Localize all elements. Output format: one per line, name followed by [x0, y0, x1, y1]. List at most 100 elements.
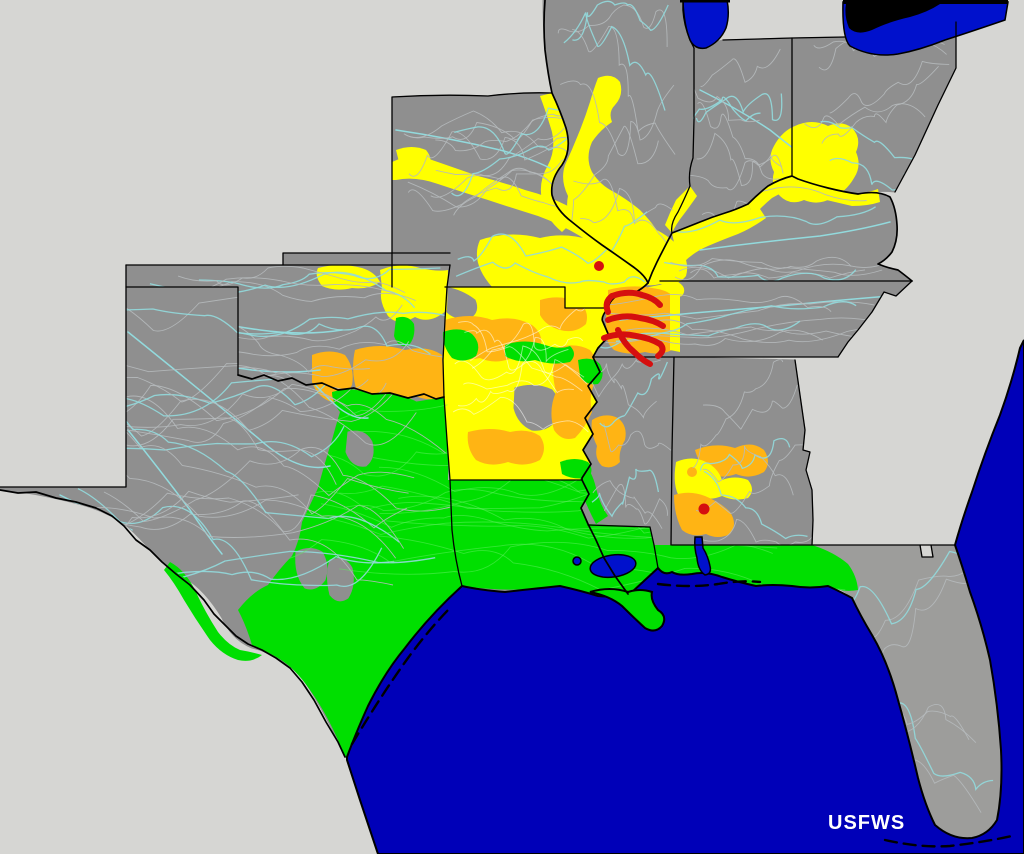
green-rio-grande-strip: [164, 562, 262, 661]
watershed-boundary-line: [675, 206, 876, 233]
oklahoma-yellow-patch: [380, 265, 448, 322]
river-line: [127, 331, 331, 469]
watershed-boundary-line: [700, 48, 781, 87]
ohio-river-yellow-band: [795, 179, 880, 206]
watershed-boundary-line: [703, 470, 808, 540]
watershed-boundary-line: [829, 60, 950, 114]
watershed-boundary-line: [652, 319, 904, 343]
gray-watershed-finger: [295, 548, 328, 590]
border-missouri-west-north: [391, 92, 553, 288]
mississippi-delta-lobe: [589, 588, 666, 632]
west-tennessee-red-stream: [609, 289, 663, 308]
watershed-boundary-line: [695, 93, 783, 123]
watershed-boundary-line: [702, 384, 798, 430]
watershed-boundary-line: [202, 340, 450, 359]
border-lines-layer: [0, 0, 957, 758]
border-texas-newmexico: [0, 286, 127, 488]
watershed-boundary-line: [591, 468, 660, 518]
watershed-boundary-line: [408, 131, 571, 177]
border-mississippi-river-lower: [580, 356, 629, 595]
watershed-boundary-line: [77, 488, 383, 587]
border-lake-michigan-west: [682, 0, 695, 49]
border-missouri-arkansas: [444, 286, 609, 309]
watershed-boundary-line: [312, 490, 707, 534]
coastline-detail-layer: [350, 580, 1014, 848]
lake-erie-north-shore-landmass: [845, 4, 940, 33]
missouri-northeast-yellow-band: [540, 93, 572, 232]
gray-watershed-finger: [345, 430, 374, 467]
usfws-watermark: USFWS: [828, 812, 906, 834]
west-tennessee-red-stream: [615, 327, 653, 367]
watershed-boundary-line: [686, 76, 760, 123]
red-highlight-layer: [594, 261, 710, 515]
border-rio-grande: [0, 489, 346, 758]
watershed-boundary-line: [198, 267, 441, 289]
oklahoma-yellow-patch: [316, 265, 380, 290]
watershed-boundary-line: [563, 12, 666, 111]
watershed-boundary-line: [339, 541, 740, 575]
watershed-boundary-line: [454, 345, 585, 381]
watershed-boundary-line: [603, 483, 668, 525]
gulf-and-atlantic-ocean: [346, 339, 1024, 854]
watershed-boundary-line: [688, 96, 761, 127]
border-indiana-ohio-north: [722, 36, 846, 41]
lake-pontchartrain: [589, 553, 637, 579]
watershed-boundary-line: [592, 480, 663, 529]
border-ohio-river: [647, 175, 913, 284]
oklahoma-green-patch: [394, 316, 415, 347]
mississippi-sound-barrier-islands: [656, 580, 762, 588]
watershed-boundary-line: [573, 178, 674, 223]
watershed-boundary-line: [455, 261, 646, 285]
lakes-layer: [572, 0, 1009, 579]
kentucky-yellow-band: [648, 206, 766, 283]
border-ohio-east-cut: [894, 21, 957, 193]
watershed-boundary-line: [458, 321, 583, 392]
watershed-boundary-line: [97, 377, 399, 428]
border-florida-north: [671, 544, 956, 558]
watershed-boundary-line: [674, 259, 883, 281]
missouri-river-yellow-band: [392, 156, 618, 258]
southeast-missouri-red-point: [594, 261, 604, 271]
border-louisiana-mississippi-31n: [587, 524, 659, 569]
watershed-highlight-layer: [164, 75, 880, 757]
watershed-boundary-line: [103, 419, 409, 515]
watershed-boundary-line: [82, 386, 399, 437]
missouri-northwest-yellow-patch: [396, 147, 431, 170]
arkansas-orange-patch: [467, 429, 544, 465]
oklahoma-orange-patch: [353, 346, 444, 404]
watershed-boundary-line: [559, 125, 659, 239]
watershed-boundary-line: [603, 423, 672, 453]
arkansas-green-patch: [505, 341, 574, 364]
alabama-orange-dot: [687, 467, 697, 477]
river-line: [699, 221, 891, 251]
border-mississippi-alabama: [670, 356, 675, 546]
watershed-boundary-line: [698, 518, 813, 545]
watershed-boundary-line: [695, 444, 813, 514]
watershed-boundary-line: [560, 80, 675, 156]
watershed-boundary-line: [625, 326, 881, 340]
watershed-boundary-line: [697, 102, 782, 168]
florida-keys: [883, 834, 1014, 848]
west-tennessee-red-stream: [605, 313, 666, 329]
small-lake: [572, 556, 582, 566]
watershed-boundary-line: [470, 291, 591, 362]
watershed-boundary-line: [598, 363, 657, 419]
watershed-boundary-line: [824, 550, 973, 625]
border-alabama-georgia: [794, 359, 814, 546]
watershed-boundary-line: [471, 322, 584, 369]
watershed-boundary-line: [458, 337, 569, 407]
watershed-boundary-line: [74, 395, 415, 497]
watershed-boundary-line: [464, 329, 574, 394]
watershed-boundary-line: [103, 446, 457, 523]
river-line: [395, 129, 551, 169]
texas-barrier-islands: [350, 604, 454, 746]
watershed-boundary-line: [702, 445, 794, 496]
watershed-boundary-line: [105, 385, 446, 454]
watershed-boundary-line: [692, 359, 784, 469]
border-texas-louisiana: [449, 479, 463, 587]
border-red-river: [237, 374, 445, 400]
border-kansas-sliver: [282, 252, 451, 266]
arkansas-gray-patch: [444, 286, 478, 319]
